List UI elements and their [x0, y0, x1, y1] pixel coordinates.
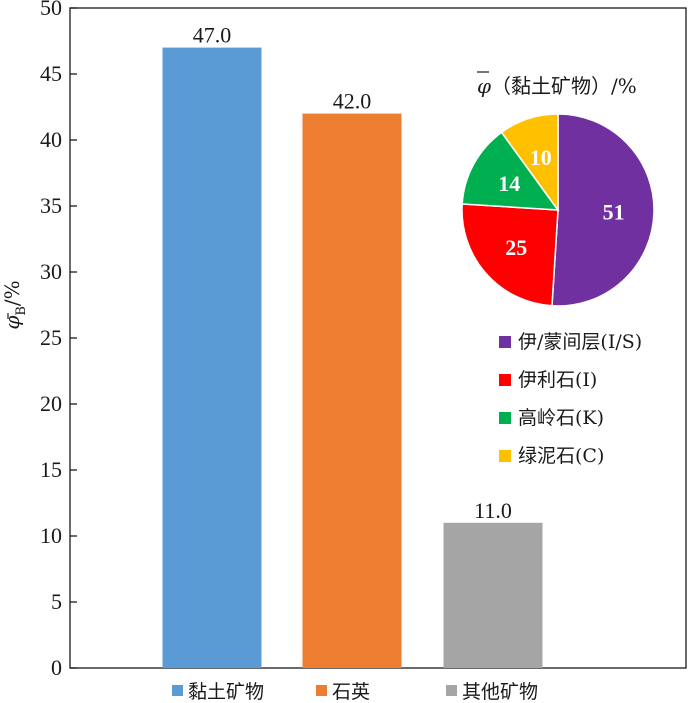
bar-series: 47.0 42.0 11.0	[162, 23, 543, 669]
y-axis-label-unit: /%	[0, 280, 24, 306]
pie-slice-label: 51	[603, 200, 625, 225]
y-tick-label: 45	[40, 61, 62, 86]
y-tick-label: 10	[40, 523, 62, 548]
bar-3	[443, 522, 543, 668]
bar-value-label: 11.0	[474, 498, 512, 523]
pie-slice-label: 14	[498, 171, 520, 196]
pie-legend: 伊/蒙间层(I/S) 伊利石(I) 高岭石(K) 绿泥石(C)	[499, 331, 642, 467]
bar-legend-label: 黏土矿物	[188, 681, 264, 703]
svg-text:φB/%: φB/%	[0, 280, 29, 329]
pie-title-text: （黏土矿物）/%	[491, 74, 637, 98]
bar-1	[162, 47, 262, 669]
bar-legend-swatch	[172, 685, 183, 696]
y-tick-label: 25	[40, 325, 62, 350]
y-tick-label: 15	[40, 457, 62, 482]
y-tick-label: 20	[40, 391, 62, 416]
y-axis-label: φB/%	[0, 280, 29, 329]
y-tick-label: 30	[40, 259, 62, 284]
pie-legend-swatch	[499, 336, 511, 348]
pie-legend-swatch	[499, 374, 511, 386]
y-axis-label-symbol: φ	[0, 316, 24, 330]
y-tick-label: 0	[51, 655, 62, 680]
bar-legend-label: 石英	[332, 681, 370, 703]
y-tick-label: 5	[51, 589, 62, 614]
bar-legend-swatch	[316, 685, 327, 696]
svg-text:φ（黏土矿物）/%: φ（黏土矿物）/%	[477, 74, 637, 98]
pie-slice-1	[551, 113, 655, 307]
pie-legend-swatch	[499, 412, 511, 424]
bar-legend-swatch	[446, 685, 457, 696]
pie-slice-4	[500, 113, 559, 213]
pie-title-symbol: φ	[477, 74, 491, 98]
y-tick-label: 50	[40, 0, 62, 20]
pie-legend-swatch	[499, 450, 511, 462]
bar-value-label: 42.0	[333, 89, 372, 114]
bar-value-label: 47.0	[193, 23, 232, 48]
pie-title: φ（黏土矿物）/%	[477, 71, 637, 98]
pie-legend-label: 伊/蒙间层(I/S)	[518, 331, 642, 353]
bar-legend-label: 其他矿物	[462, 681, 538, 703]
y-tick-label: 35	[40, 193, 62, 218]
pie-slice-2	[461, 203, 559, 307]
y-axis-label-subscript: B	[14, 306, 29, 316]
pie-legend-label: 伊利石(I)	[518, 369, 597, 391]
pie-slice-3	[461, 131, 560, 211]
pie-slice-label: 25	[505, 235, 527, 260]
pie-chart: 51 25 14 10	[461, 113, 655, 307]
pie-slice-label: 10	[530, 145, 552, 170]
bar-legend: 黏土矿物 石英 其他矿物	[172, 681, 538, 703]
pie-legend-label: 绿泥石(C)	[518, 445, 604, 467]
pie-legend-label: 高岭石(K)	[518, 407, 604, 429]
y-tick-label: 40	[40, 127, 62, 152]
bar-2	[302, 113, 402, 669]
